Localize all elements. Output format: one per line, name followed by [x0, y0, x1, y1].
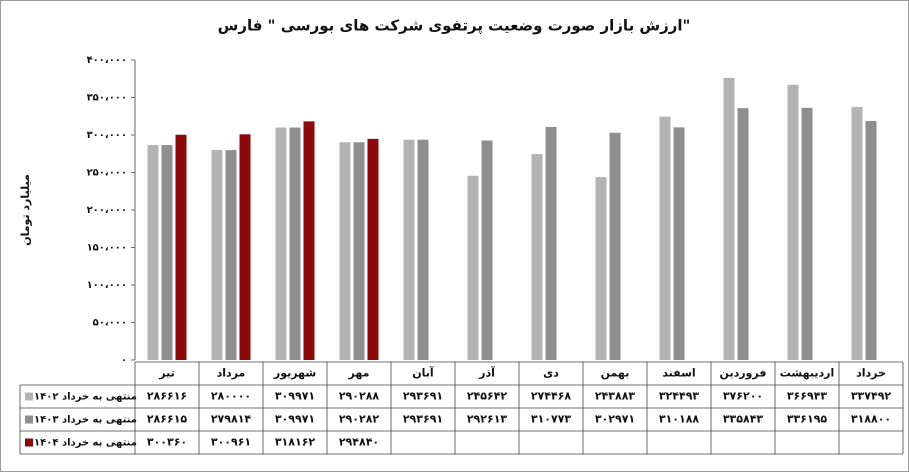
bar: [403, 139, 415, 360]
y-tick-label: ۳۵۰،۰۰۰: [87, 93, 127, 104]
y-tick-label: ۳۰۰،۰۰۰: [87, 130, 127, 141]
bar: [595, 177, 607, 360]
bar: [417, 139, 429, 360]
category-label: تیر: [158, 367, 174, 380]
table-value: ۲۹۰۲۸۲: [339, 413, 380, 426]
bar: [481, 140, 493, 360]
y-tick-label: ۵۰،۰۰۰: [93, 318, 127, 329]
category-label: مهر: [348, 367, 370, 380]
table-value: ۲۷۹۸۱۴: [211, 413, 252, 426]
bar: [673, 127, 685, 360]
table-value: ۳۰۰۹۶۱: [211, 436, 251, 449]
table-value: ۳۲۴۴۹۳: [659, 390, 700, 403]
table-value: ۳۰۲۹۷۱: [595, 413, 635, 426]
table-value: ۳۳۶۱۹۵: [787, 413, 828, 426]
table-value: ۳۱۸۸۰۰: [851, 413, 891, 426]
category-label: دی: [543, 367, 559, 380]
table-value: ۳۳۵۸۴۳: [723, 413, 764, 426]
legend-swatch: [25, 392, 33, 401]
table-value: ۳۱۸۱۶۲: [275, 436, 316, 449]
bar: [275, 127, 287, 360]
table-value: ۲۸۰۰۰۰: [211, 390, 251, 403]
bar: [339, 142, 351, 360]
table-value: ۳۰۹۹۷۱: [275, 413, 315, 426]
table-value: ۲۹۳۶۹۱: [403, 390, 443, 403]
y-tick-label: ۲۰۰،۰۰۰: [87, 205, 127, 216]
bar: [723, 77, 735, 360]
bar: [737, 108, 749, 360]
legend-label: منتهی به خرداد ۱۴۰۴: [34, 438, 137, 449]
chart-title: ارزش بازار صورت وضعیت پرتفوی شرکت های بو…: [218, 17, 691, 36]
y-tick-label: ۲۵۰،۰۰۰: [87, 168, 127, 179]
table-value: ۳۱۰۱۸۸: [659, 413, 700, 426]
bar: [659, 116, 671, 360]
table-value: ۳۰۰۳۶۰: [147, 436, 187, 449]
category-label: اسفند: [662, 367, 695, 380]
bar: [801, 107, 813, 360]
category-label: اردیبهشت: [780, 367, 834, 380]
bar: [467, 175, 479, 360]
table-value: ۲۴۵۶۴۲: [467, 390, 508, 403]
bar: [531, 154, 543, 360]
category-label: آذر: [478, 366, 495, 380]
bar: [787, 84, 799, 360]
bar: [211, 150, 223, 360]
category-label: آبان: [412, 366, 434, 380]
bar: [367, 138, 379, 360]
category-label: بهمن: [601, 367, 630, 380]
table-value: ۳۱۰۷۷۳: [531, 413, 572, 426]
bar: [609, 132, 621, 360]
table-value: ۲۴۳۸۸۳: [595, 390, 636, 403]
bar: [289, 127, 301, 360]
legend-swatch: [25, 415, 33, 424]
category-label: خرداد: [856, 367, 886, 380]
legend-swatch: [25, 438, 33, 447]
bar: [239, 134, 251, 360]
bar: [353, 142, 365, 360]
y-tick-label: ۱۰۰،۰۰۰: [87, 280, 127, 291]
y-tick-label: ۰: [121, 355, 127, 366]
table-value: ۳۷۶۲۰۰: [723, 390, 763, 403]
bar: [851, 106, 863, 360]
bar: [175, 134, 187, 360]
bar: [545, 126, 557, 360]
bar: [865, 120, 877, 361]
y-tick-label: ۴۰۰،۰۰۰: [87, 55, 127, 66]
table-value: ۲۹۴۸۴۰: [339, 436, 379, 449]
table-value: ۲۹۲۶۱۳: [467, 413, 508, 426]
table-value: ۲۸۶۶۱۶: [147, 390, 187, 403]
table-value: ۳۶۶۹۴۳: [787, 390, 828, 403]
y-axis-label: میلیارد تومان: [19, 174, 32, 246]
table-value: ۳۳۷۴۹۲: [851, 390, 892, 403]
category-label: شهریور: [273, 367, 316, 380]
table-value: ۲۹۳۶۹۱: [403, 413, 443, 426]
category-label: فروردین: [720, 367, 767, 380]
legend-label: منتهی به خرداد ۱۴۰۳: [34, 415, 137, 426]
table-value: ۲۸۶۶۱۵: [147, 413, 188, 426]
bar: [161, 145, 173, 360]
table-value: ۳۰۹۹۷۱: [275, 390, 315, 403]
bar: [225, 150, 237, 360]
table-value: ۲۹۰۲۸۸: [339, 390, 380, 403]
legend-label: منتهی به خرداد ۱۴۰۲: [34, 392, 137, 403]
bar: [303, 121, 315, 360]
table-value: ۲۷۴۴۶۸: [531, 390, 572, 403]
category-label: مرداد: [217, 367, 246, 380]
y-tick-label: ۱۵۰،۰۰۰: [87, 243, 127, 254]
bar: [147, 145, 159, 360]
